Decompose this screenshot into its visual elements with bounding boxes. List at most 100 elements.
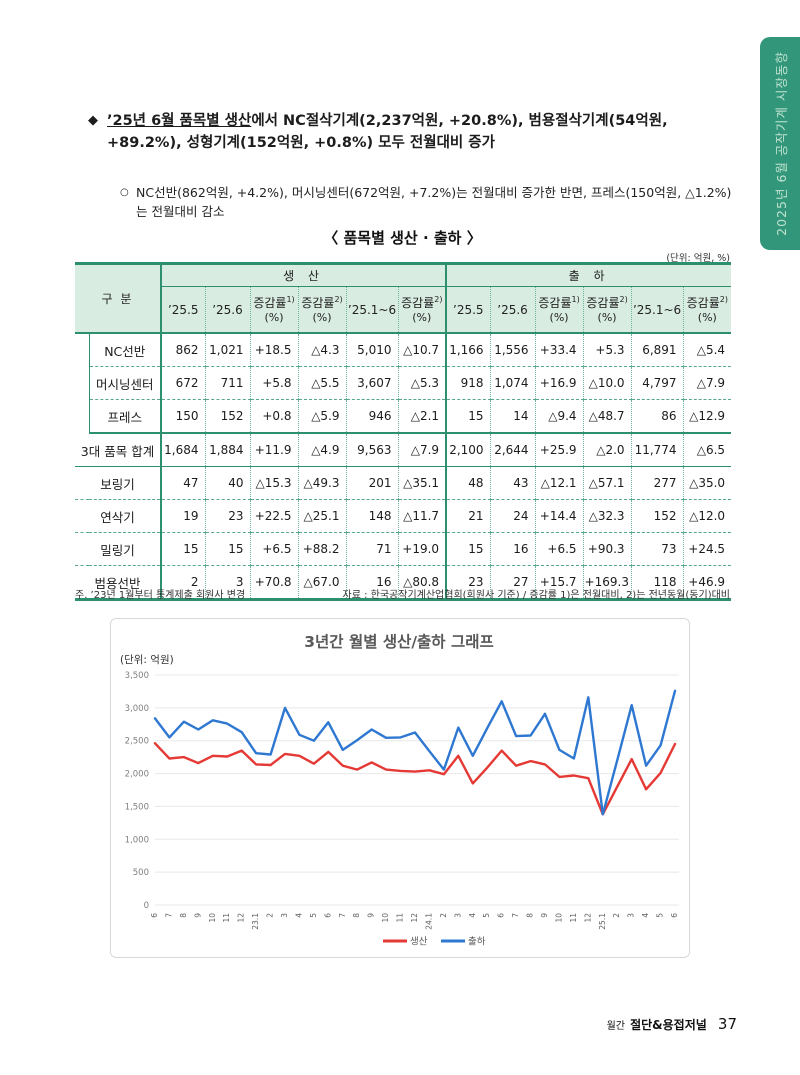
x-tick-label: 10 (554, 913, 563, 923)
row-label: 연삭기 (75, 499, 161, 533)
value-cell: 16 (345, 565, 398, 600)
value-cell: 3 (204, 565, 250, 600)
value-cell: 4,797 (630, 366, 684, 400)
x-tick-label: 2 (266, 913, 275, 918)
y-tick-label: 3,500 (125, 671, 149, 681)
headline-text: ’25년 6월 품목별 생산에서 NC절삭기계(2,237억원, +20.8%)… (88, 110, 740, 155)
x-tick-label: 9 (367, 913, 376, 918)
col-header: ’25.6 (204, 286, 250, 334)
table-row: 머시닝센터 672 711 +5.8 △5.5 3,607 △5.3 918 1,074 +16.… (75, 366, 732, 400)
chart-title: 3년간 월별 생산/출하 그래프 (304, 632, 494, 651)
x-tick-label: 6 (670, 913, 679, 918)
header-gubun: 구 분 (75, 263, 162, 334)
col-header: 증감률1) (%) (534, 286, 584, 334)
headline: ◆ ’25년 6월 품목별 생산에서 NC절삭기계(2,237억원, +20.8… (88, 110, 740, 155)
value-cell: △2.1 (397, 399, 447, 434)
col-header: 증감률2) (%) (397, 286, 447, 334)
table-row: 밀링기 15 15 +6.5 +88.2 71 +19.0 15 16 +6.5 +90.3 73 +2… (75, 532, 732, 566)
table-row: 연삭기 19 23 +22.5 △25.1 148 △11.7 21 24 +14.4 △32.3 1… (75, 499, 732, 533)
section-tab-label: 2025년 6월 공작기계 시장동향 (773, 51, 789, 236)
value-cell: 148 (345, 499, 398, 533)
value-cell: △4.9 (297, 433, 346, 467)
value-cell: 43 (489, 466, 536, 500)
value-cell: 47 (160, 466, 205, 500)
series-line-0 (153, 742, 677, 816)
value-cell: +0.8 (249, 399, 298, 434)
col-header: ’25.1~6 (345, 286, 398, 334)
value-cell: 2 (160, 565, 205, 600)
circle-bullet-icon: ○ (120, 187, 129, 198)
value-cell: 1,166 (445, 333, 491, 367)
value-cell: 9,563 (345, 433, 398, 467)
value-cell: 86 (630, 399, 684, 434)
value-cell: △7.9 (397, 433, 447, 467)
value-cell: △12.0 (682, 499, 732, 533)
value-cell: 1,074 (489, 366, 536, 400)
value-cell: 48 (445, 466, 491, 500)
value-cell: △6.5 (682, 433, 732, 467)
value-cell: 152 (204, 399, 250, 434)
value-cell: +6.5 (249, 532, 298, 566)
value-cell: 27 (489, 565, 536, 600)
value-cell: △9.4 (534, 399, 584, 434)
x-tick-label: 4 (641, 913, 650, 918)
table-row: 프레스 150 152 +0.8 △5.9 946 △2.1 15 14 △9.4 △48.7 86 △… (75, 399, 732, 434)
table-row: 보링기 47 40 △15.3 △49.3 201 △35.1 48 43 △12.1 △57.1 2… (75, 466, 732, 500)
footnote-right: 자료 : 한국공작기계산업협회(회원사 기준) / 증감률 1)은 전월대비, … (342, 590, 730, 601)
col-header: ’25.5 (445, 286, 491, 334)
diamond-bullet-icon: ◆ (88, 113, 98, 128)
value-cell: 15 (445, 532, 491, 566)
value-cell: +70.8 (249, 565, 298, 600)
value-cell: +19.0 (397, 532, 447, 566)
value-cell: 19 (160, 499, 205, 533)
value-cell: △67.0 (297, 565, 346, 600)
x-tick-label: 5 (482, 913, 491, 918)
table-footnotes: 주. ’23년 1월부터 통계제출 회원사 변경 자료 : 한국공작기계산업협회… (75, 586, 730, 601)
x-tick-label: 7 (164, 913, 173, 918)
value-cell: 201 (345, 466, 398, 500)
value-cell: △5.4 (682, 333, 732, 367)
value-cell: 1,556 (489, 333, 536, 367)
value-cell: △5.9 (297, 399, 346, 434)
value-cell: 73 (630, 532, 684, 566)
value-cell: 11,774 (630, 433, 684, 467)
value-cell: +24.5 (682, 532, 732, 566)
x-tick-label: 11 (222, 913, 231, 923)
value-cell: 14 (489, 399, 536, 434)
x-tick-label: 3 (453, 913, 462, 918)
value-cell: 1,884 (204, 433, 250, 467)
value-cell: 23 (445, 565, 491, 600)
x-tick-label: 10 (381, 913, 390, 923)
value-cell: 23 (204, 499, 250, 533)
value-cell: △49.3 (297, 466, 346, 500)
value-cell: △11.7 (397, 499, 447, 533)
production-shipment-table: 구 분 생 산 출 하 ’25.5 ’25.6 증감률1) (%) 증감률2) (%… (75, 262, 732, 601)
table-body: NC선반 862 1,021 +18.5 △4.3 5,010 △10.7 1,166 1,55… (75, 333, 732, 600)
x-tick-label: 8 (526, 913, 535, 918)
value-cell: △25.1 (297, 499, 346, 533)
x-tick-label: 12 (583, 913, 592, 923)
x-tick-label: 2 (439, 913, 448, 918)
value-cell: △80.8 (397, 565, 447, 600)
x-tick-label: 7 (511, 913, 520, 918)
value-cell: +5.3 (582, 333, 632, 367)
indent-cell (75, 333, 89, 367)
value-cell: 150 (160, 399, 205, 434)
value-cell: △5.3 (397, 366, 447, 400)
x-tick-label: 3 (627, 913, 636, 918)
col-header: 증감률2) (%) (297, 286, 346, 334)
row-label: 프레스 (88, 399, 161, 434)
series-line-1 (153, 689, 677, 816)
chart-unit-label: (단위: 억원) (120, 653, 174, 666)
value-cell: △35.1 (397, 466, 447, 500)
value-cell: △12.1 (534, 466, 584, 500)
footnote-left: 주. ’23년 1월부터 통계제출 회원사 변경 (75, 590, 246, 601)
value-cell: +14.4 (534, 499, 584, 533)
y-tick-label: 500 (133, 868, 149, 878)
row-label: 보링기 (75, 466, 161, 500)
row-label: 밀링기 (75, 532, 161, 566)
x-tick-label: 6 (150, 913, 159, 918)
value-cell: 862 (160, 333, 205, 367)
chart-container: 3년간 월별 생산/출하 그래프 (단위: 억원) 0 500 1,000 1,500 2,… (110, 618, 690, 958)
